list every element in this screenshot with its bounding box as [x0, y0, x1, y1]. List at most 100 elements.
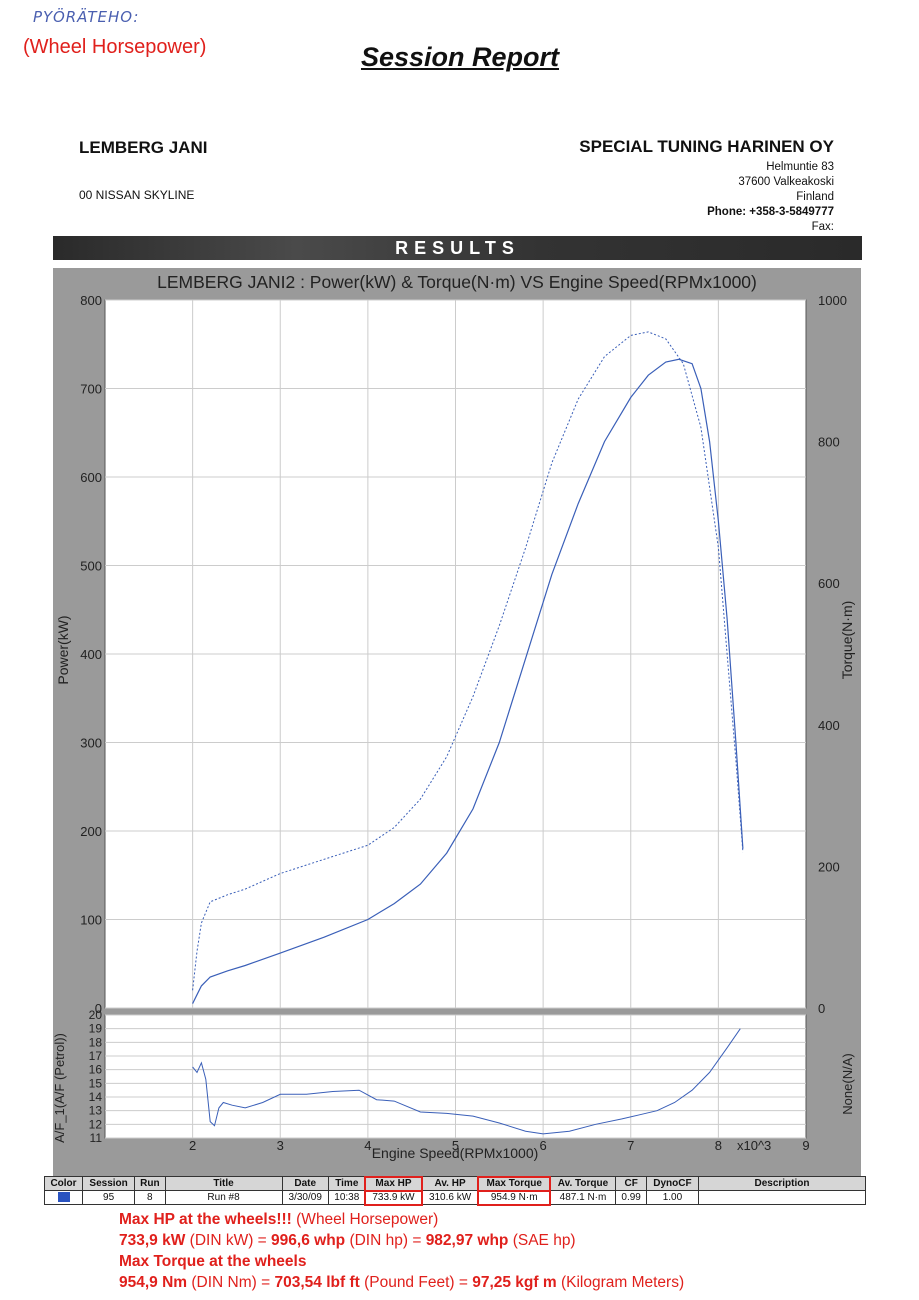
cell-title: Run #8 [164, 1190, 283, 1205]
hp-sae: 982,97 whp [425, 1232, 509, 1249]
rpm-tick-label: 8 [715, 1138, 722, 1153]
tq-nm-suffix: (DIN Nm) = [187, 1274, 275, 1291]
cell-session: 95 [82, 1190, 136, 1205]
col-time: Time [327, 1176, 366, 1191]
tq-kgf: 97,25 kgf m [472, 1274, 557, 1291]
results-banner: RESULTS [53, 236, 862, 260]
wheel-horsepower-note: (Wheel Horsepower) [23, 36, 207, 58]
torque-axis-label: Torque(N·m) [839, 601, 855, 680]
hp-whp: 996,6 whp [271, 1232, 346, 1249]
cell-color [43, 1190, 84, 1205]
cell-date: 3/30/09 [281, 1190, 329, 1205]
cell-av-torque: 487.1 N·m [549, 1190, 617, 1205]
power-tick-label: 700 [80, 382, 102, 397]
hp-kw-suffix: (DIN kW) = [185, 1232, 272, 1249]
tq-kgf-suffix: (Kilogram Meters) [556, 1274, 685, 1291]
power-tick-label: 0 [95, 1001, 102, 1016]
af-curve [192, 1028, 741, 1135]
col-av-hp: Av. HP [421, 1176, 479, 1191]
rpm-tick-label: 7 [627, 1138, 634, 1153]
torque-tick-label: 400 [818, 718, 840, 733]
rpm-tick-label: 9 [802, 1138, 809, 1153]
af-tick-label: 17 [89, 1049, 103, 1063]
af-tick-label: 20 [89, 1008, 103, 1022]
torque-axis-ticks: 0 200 400 600 800 1000 [818, 293, 847, 1016]
cell-dynocf: 1.00 [645, 1190, 700, 1205]
cell-run: 8 [134, 1190, 166, 1205]
tq-nm: 954,9 Nm [119, 1274, 188, 1291]
hp-title: Max HP at the wheels!!! [119, 1211, 292, 1228]
cell-cf: 0.99 [615, 1190, 647, 1205]
col-description: Description [698, 1176, 866, 1191]
torque-tick-label: 0 [818, 1001, 825, 1016]
col-run: Run [134, 1176, 166, 1191]
company-phone: Phone: +358-3-5849777 [707, 206, 834, 218]
customer-name: LEMBERG JANI [79, 138, 208, 157]
power-grid [105, 299, 806, 1009]
cell-description [698, 1190, 866, 1205]
af-grid [105, 1014, 806, 1139]
rpm-tick-label: 4 [364, 1138, 371, 1153]
company-fax: Fax: [811, 221, 834, 233]
col-date: Date [281, 1176, 329, 1191]
hp-sae-suffix: (SAE hp) [508, 1232, 576, 1249]
cell-time: 10:38 [327, 1190, 366, 1205]
torque-curve [192, 331, 744, 991]
company-name: SPECIAL TUNING HARINEN OY [579, 137, 834, 156]
tq-title: Max Torque at the wheels [119, 1253, 307, 1270]
vehicle-name: 00 NISSAN SKYLINE [79, 188, 195, 202]
company-city: 37600 Valkeakoski [738, 176, 834, 188]
hp-title-line: Max HP at the wheels!!! (Wheel Horsepowe… [119, 1209, 684, 1230]
cell-max-torque: 954.9 N·m [477, 1189, 552, 1206]
rpm-axis-ticks: 2 3 4 5 6 7 8 9 [189, 1138, 810, 1153]
rpm-tick-label: 3 [277, 1138, 284, 1153]
company-address: Helmuntie 83 37600 Valkeakoski Finland P… [707, 160, 834, 235]
tq-lbf-suffix: (Pound Feet) = [359, 1274, 473, 1291]
tq-title-line: Max Torque at the wheels [119, 1251, 684, 1272]
rpm-tick-label: 6 [540, 1138, 547, 1153]
power-tick-label: 300 [80, 736, 102, 751]
none-axis-label: None(N/A) [840, 1053, 855, 1114]
af-tick-label: 11 [90, 1131, 103, 1145]
torque-tick-label: 600 [818, 576, 840, 591]
col-color: Color [43, 1176, 84, 1191]
power-tick-label: 400 [80, 647, 102, 662]
power-tick-label: 200 [80, 824, 102, 839]
af-tick-label: 14 [89, 1090, 103, 1104]
handwritten-note: PYÖRÄTEHO: [33, 8, 140, 26]
power-axis-ticks: 0 100 200 300 400 500 600 700 800 [80, 293, 102, 1016]
col-max-hp: Max HP [364, 1175, 423, 1192]
rpm-tick-label: 2 [189, 1138, 196, 1153]
rpm-axis-label: Engine Speed(RPMx1000) [372, 1145, 539, 1161]
af-tick-label: 18 [89, 1035, 103, 1049]
cell-max-hp: 733.9 kW [364, 1189, 423, 1206]
col-session: Session [82, 1176, 136, 1191]
run-color-swatch [57, 1192, 70, 1203]
col-max-torque: Max Torque [477, 1175, 552, 1192]
af-tick-label: 15 [89, 1076, 103, 1090]
rpm-unit-label: x10^3 [737, 1138, 771, 1153]
af-tick-label: 12 [89, 1117, 103, 1131]
torque-tick-label: 200 [818, 859, 840, 874]
hp-kw: 733,9 kW [119, 1232, 186, 1249]
power-tick-label: 500 [80, 559, 102, 574]
power-tick-label: 100 [80, 913, 102, 928]
table-row: 95 8 Run #8 3/30/09 10:38 733.9 kW 310.6… [43, 1189, 866, 1206]
col-title: Title [164, 1176, 283, 1191]
chart-title: LEMBERG JANI2 : Power(kW) & Torque(N·m) … [157, 272, 757, 292]
tq-values-line: 954,9 Nm (DIN Nm) = 703,54 lbf ft (Pound… [119, 1272, 684, 1293]
col-dynocf: DynoCF [645, 1176, 700, 1191]
af-tick-label: 19 [89, 1022, 103, 1036]
power-axis-label: Power(kW) [55, 615, 71, 684]
hp-title-suffix: (Wheel Horsepower) [291, 1211, 439, 1228]
hp-values-line: 733,9 kW (DIN kW) = 996,6 whp (DIN hp) =… [119, 1230, 684, 1251]
tq-lbf: 703,54 lbf ft [274, 1274, 360, 1291]
power-curve [192, 358, 744, 1004]
cell-av-hp: 310.6 kW [421, 1190, 479, 1205]
wheel-figures-notes: Max HP at the wheels!!! (Wheel Horsepowe… [119, 1209, 684, 1293]
col-av-torque: Av. Torque [549, 1176, 617, 1191]
report-title: Session Report [360, 42, 560, 72]
power-tick-label: 800 [80, 293, 102, 308]
